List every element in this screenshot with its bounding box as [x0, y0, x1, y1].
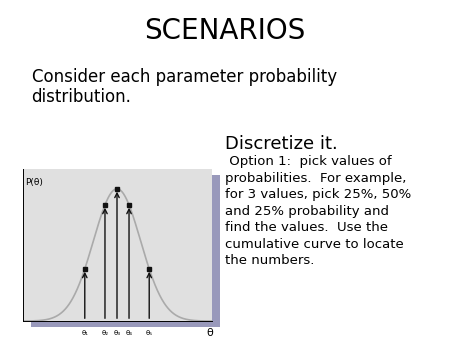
- Text: θ₁: θ₁: [81, 330, 88, 336]
- Text: Option 1:  pick values of
probabilities.  For example,
for 3 values, pick 25%, 5: Option 1: pick values of probabilities. …: [225, 155, 411, 267]
- Text: θ₃: θ₃: [113, 330, 121, 336]
- Text: θ₄: θ₄: [126, 330, 133, 336]
- Text: Discretize it.: Discretize it.: [225, 135, 338, 153]
- Text: P(θ): P(θ): [25, 178, 42, 187]
- Text: θ₂: θ₂: [101, 330, 108, 336]
- Text: Consider each parameter probability
distribution.: Consider each parameter probability dist…: [32, 68, 337, 106]
- Text: SCENARIOS: SCENARIOS: [144, 17, 306, 45]
- Text: θ: θ: [206, 328, 213, 338]
- Text: θ₅: θ₅: [146, 330, 153, 336]
